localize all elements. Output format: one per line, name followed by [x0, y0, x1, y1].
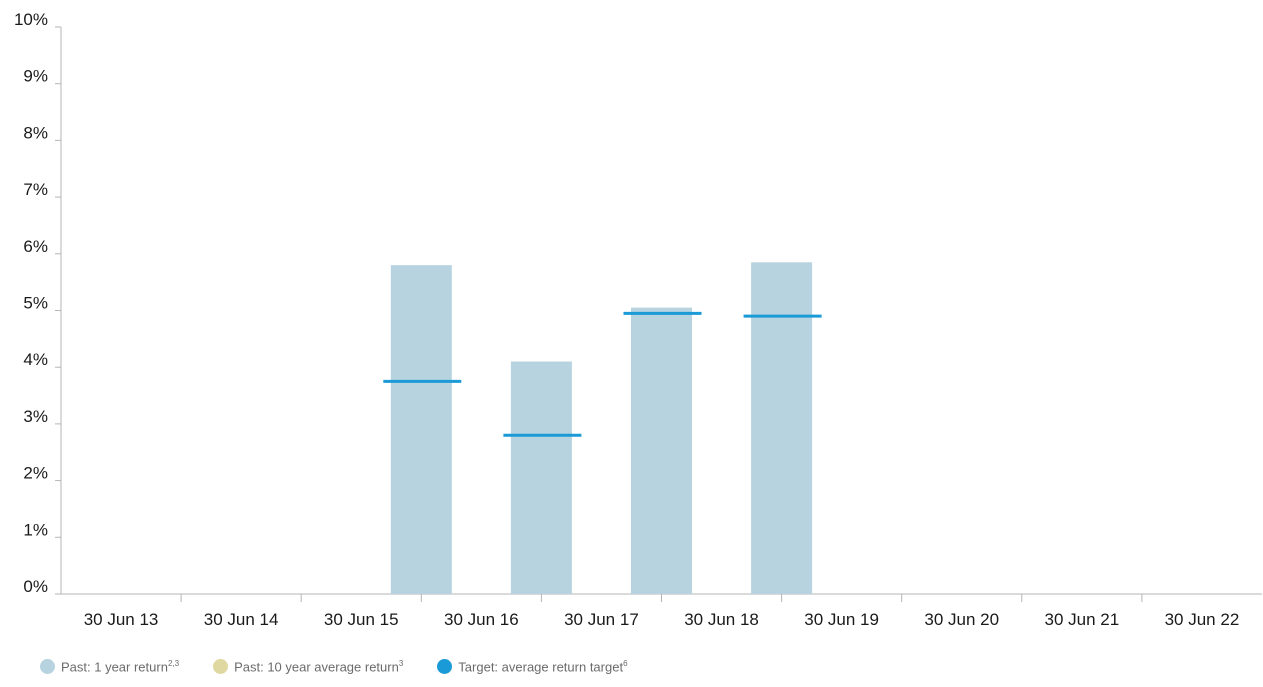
y-tick-label: 0% [23, 577, 48, 596]
bars [390, 262, 813, 594]
y-axis: 0% 1% 2% 3% 4% 5% 6% 7% 8% 9% 10% [14, 10, 62, 596]
x-tick-label: 30 Jun 22 [1165, 610, 1240, 629]
legend-swatch-target [437, 659, 453, 675]
legend-swatch-past-10-year [213, 659, 229, 675]
y-tick-label: 2% [23, 464, 48, 483]
y-tick-label: 5% [23, 294, 48, 313]
x-tick-label: 30 Jun 20 [924, 610, 999, 629]
y-tick-label: 3% [23, 407, 48, 426]
x-tick-label: 30 Jun 16 [444, 610, 519, 629]
y-tick-label: 4% [23, 350, 48, 369]
x-tick-label: 30 Jun 17 [564, 610, 639, 629]
target-markers [383, 311, 822, 437]
legend-label-past-10-year: Past: 10 year average return3 [234, 659, 404, 675]
legend: Past: 1 year return2,3 Past: 10 year ave… [40, 659, 662, 674]
bar-past-1-year [751, 262, 813, 594]
bar-past-1-year [510, 361, 572, 594]
y-tick-label: 7% [23, 180, 48, 199]
x-tick-label: 30 Jun 14 [204, 610, 279, 629]
legend-swatch-past-1-year [40, 659, 55, 675]
y-tick-label: 1% [23, 520, 48, 539]
legend-label-target: Target: average return target6 [458, 659, 628, 675]
y-tick-label: 10% [14, 10, 48, 29]
bar-past-1-year [631, 307, 692, 594]
x-tick-label: 30 Jun 15 [324, 610, 399, 629]
x-tick-label: 30 Jun 13 [84, 610, 159, 629]
bar-past-1-year [390, 265, 452, 594]
legend-item-past-1-year: Past: 1 year return2,3 [40, 659, 179, 674]
x-axis: 30 Jun 13 30 Jun 14 30 Jun 15 30 Jun 16 30 J… [61, 593, 1262, 629]
y-tick-label: 9% [23, 67, 48, 86]
y-tick-label: 6% [23, 237, 48, 256]
legend-item-target: Target: average return target6 [437, 659, 628, 675]
x-tick-label: 30 Jun 19 [804, 610, 879, 629]
y-tick-label: 8% [23, 123, 48, 142]
x-tick-label: 30 Jun 21 [1045, 610, 1120, 629]
legend-label-past-1-year: Past: 1 year return2,3 [61, 659, 180, 675]
x-tick-label: 30 Jun 18 [684, 610, 759, 629]
legend-item-past-10-year: Past: 10 year average return3 [213, 659, 403, 674]
